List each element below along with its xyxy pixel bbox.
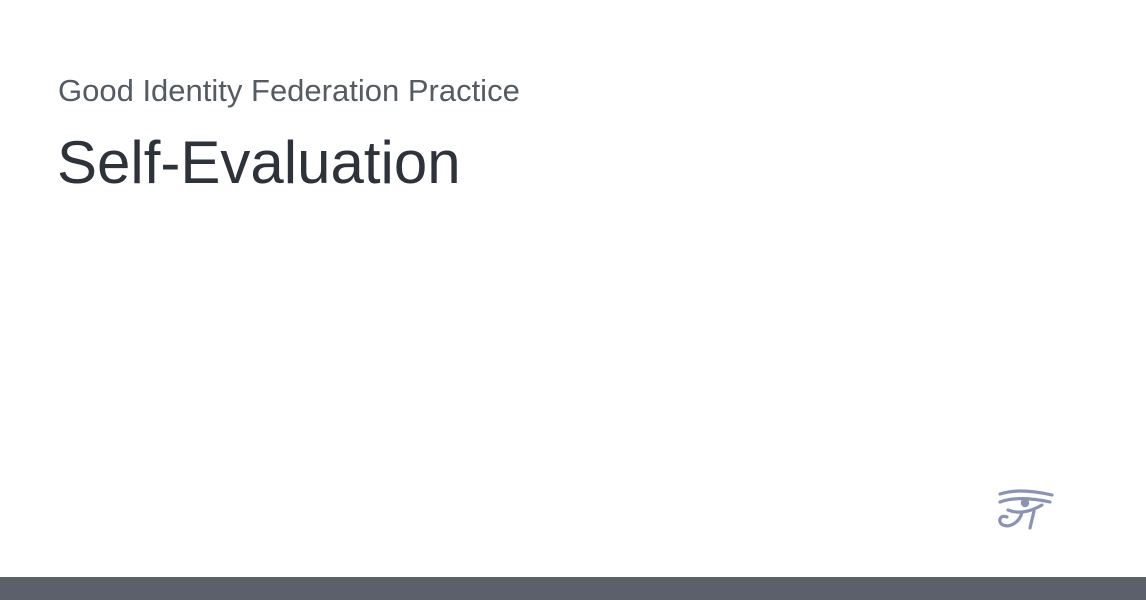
eye-of-horus-icon <box>998 489 1054 530</box>
social-card: Good Identity Federation Practice Self-E… <box>57 73 1054 530</box>
footer-bar <box>0 577 1146 600</box>
page-subtitle: Good Identity Federation Practice <box>58 73 520 108</box>
page-title: Self-Evaluation <box>57 129 461 196</box>
